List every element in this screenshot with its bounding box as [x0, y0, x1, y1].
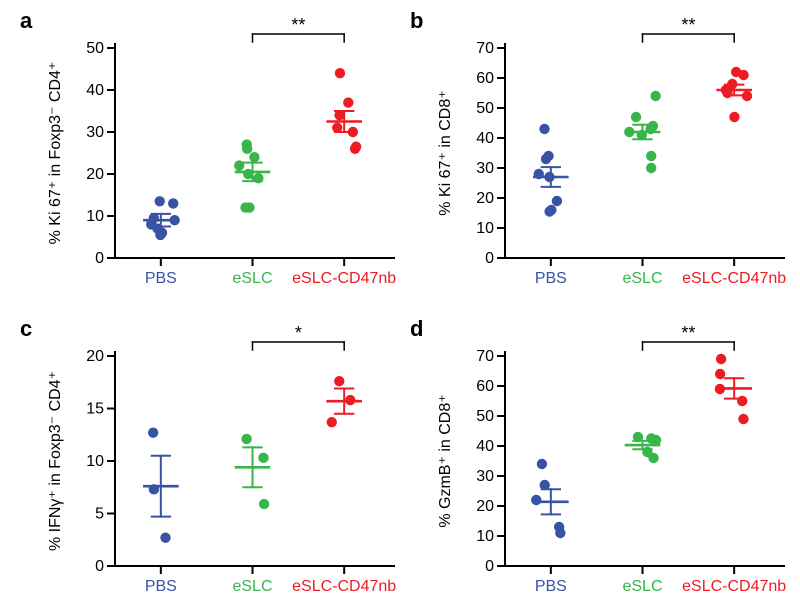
xtick-label: PBS	[145, 578, 177, 595]
significance-marks: **	[681, 15, 695, 35]
data-point	[148, 427, 158, 437]
data-point	[631, 112, 641, 122]
panel-b: b 0 10 20 30 40 50 60 70 PBS eSLC eSLC-CD47nb % Ki 6…	[410, 8, 790, 304]
data-point	[258, 453, 268, 463]
xtick-label: PBS	[535, 270, 567, 287]
ytick-label: 10	[476, 220, 494, 237]
y-axis-label: % IFNγ⁺ in Foxp3⁻ CD4⁺	[47, 371, 64, 551]
ytick-label: 0	[485, 250, 494, 267]
data-point	[716, 354, 726, 364]
data-point	[335, 68, 345, 78]
xtick-label: eSLC	[232, 270, 272, 287]
xtick-label: PBS	[145, 270, 177, 287]
significance-marks: **	[291, 15, 305, 35]
panel-d: d 0 10 20 30 40 50 60 70 PBS eSLC eSLC-CD47nb % GzmB…	[410, 316, 790, 612]
panel-label-a: a	[20, 8, 32, 34]
data-point	[715, 369, 725, 379]
data-point	[351, 142, 361, 152]
xtick-label: eSLC-CD47nb	[292, 270, 396, 287]
data-point	[168, 198, 178, 208]
data-point	[327, 417, 337, 427]
data-point	[537, 459, 547, 469]
data-point	[249, 152, 259, 162]
significance-marks: **	[681, 323, 695, 343]
ytick-label: 40	[476, 130, 494, 147]
data-point	[552, 196, 562, 206]
data-point	[244, 202, 254, 212]
xtick-label: eSLC	[232, 578, 272, 595]
ytick-label: 0	[95, 558, 104, 575]
ytick-label: 30	[476, 160, 494, 177]
ytick-label: 50	[476, 408, 494, 425]
ytick-label: 70	[476, 348, 494, 365]
data-point	[646, 151, 656, 161]
panel-a: a 0 10 20 30 40 50 PBS eSLC eSLC-CD47nb % Ki 67⁺ i…	[20, 8, 400, 304]
ytick-label: 5	[95, 506, 104, 523]
plot-d: 0 10 20 30 40 50 60 70 PBS eSLC eSLC-CD47nb % GzmB⁺…	[410, 316, 790, 612]
data-point	[259, 499, 269, 509]
data-point	[531, 495, 541, 505]
ytick-label: 15	[86, 401, 104, 418]
data-point	[737, 396, 747, 406]
ytick-label: 60	[476, 70, 494, 87]
xtick-label: eSLC-CD47nb	[682, 578, 786, 595]
ytick-label: 0	[485, 558, 494, 575]
ytick-label: 10	[86, 453, 104, 470]
figure-root: a01020304050PBSeSLCeSLC-CD47nb% Ki 67⁺ i…	[0, 0, 800, 616]
data-point	[650, 91, 660, 101]
panel-label-b: b	[410, 8, 423, 34]
ytick-label: 50	[476, 100, 494, 117]
ytick-label: 20	[86, 348, 104, 365]
data-point	[242, 139, 252, 149]
plot-b: 0 10 20 30 40 50 60 70 PBS eSLC eSLC-CD47nb % Ki 67…	[410, 8, 790, 304]
ytick-label: 20	[86, 166, 104, 183]
xtick-label: eSLC-CD47nb	[292, 578, 396, 595]
plot-a: 0 10 20 30 40 50 PBS eSLC eSLC-CD47nb % Ki 67⁺ in…	[20, 8, 400, 304]
data-point	[648, 121, 658, 131]
ytick-label: 10	[86, 208, 104, 225]
ytick-label: 30	[86, 124, 104, 141]
ytick-label: 70	[476, 40, 494, 57]
data-point	[343, 97, 353, 107]
data-point	[160, 532, 170, 542]
ytick-label: 20	[476, 190, 494, 207]
ytick-label: 40	[86, 82, 104, 99]
xtick-label: PBS	[535, 578, 567, 595]
data-point	[554, 522, 564, 532]
data-point	[729, 112, 739, 122]
ytick-label: 50	[86, 40, 104, 57]
y-axis-label: % Ki 67⁺ in Foxp3⁻ CD4⁺	[47, 62, 64, 245]
data-point	[731, 67, 741, 77]
panel-c: c 0 5 10 15 20 PBS eSLC eSLC-CD47nb % IFNγ⁺ in Fo…	[20, 316, 400, 612]
xtick-label: eSLC	[622, 578, 662, 595]
data-point	[543, 151, 553, 161]
xtick-label: eSLC-CD47nb	[682, 270, 786, 287]
y-axis-label: % Ki 67⁺ in CD8⁺	[437, 90, 454, 215]
data-point	[546, 205, 556, 215]
data-point	[334, 376, 344, 386]
ytick-label: 60	[476, 378, 494, 395]
xtick-label: eSLC	[622, 270, 662, 287]
ytick-label: 0	[95, 250, 104, 267]
ytick-label: 10	[476, 528, 494, 545]
data-point	[738, 414, 748, 424]
significance-marks: *	[295, 323, 302, 343]
data-point	[155, 196, 165, 206]
ytick-label: 40	[476, 438, 494, 455]
data-point	[241, 434, 251, 444]
data-point	[646, 163, 656, 173]
data-point	[646, 433, 656, 443]
ytick-label: 20	[476, 498, 494, 515]
plot-c: 0 5 10 15 20 PBS eSLC eSLC-CD47nb % IFNγ⁺ in Fox…	[20, 316, 400, 612]
y-axis-label: % GzmB⁺ in CD8⁺	[437, 394, 454, 527]
ytick-label: 30	[476, 468, 494, 485]
panel-label-d: d	[410, 316, 423, 342]
data-point	[539, 124, 549, 134]
panel-label-c: c	[20, 316, 32, 342]
